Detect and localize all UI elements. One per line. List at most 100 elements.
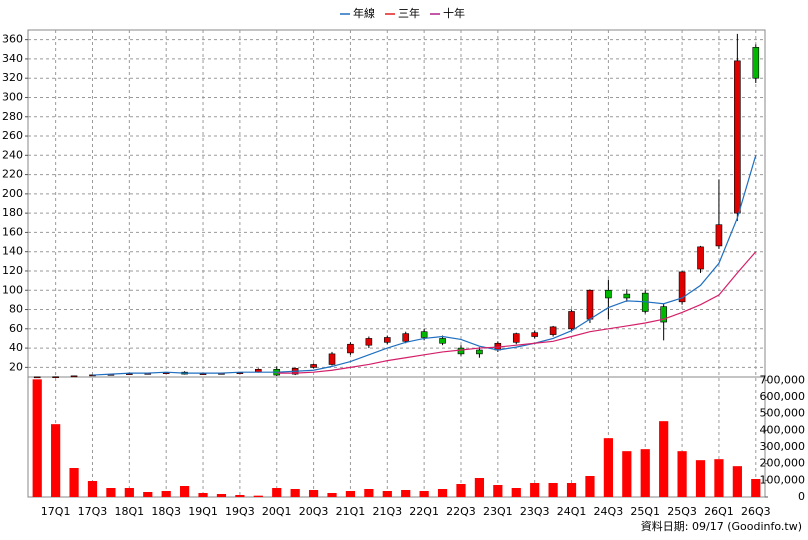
volume-bar xyxy=(677,451,687,497)
candle-body xyxy=(678,271,686,303)
y2-tick-label: 100,000 xyxy=(760,473,806,486)
volume-bar xyxy=(456,484,466,497)
volume-bar xyxy=(603,438,613,497)
volume-bar xyxy=(198,493,208,497)
volume-bar xyxy=(143,492,153,497)
x-tick-label: 21Q1 xyxy=(336,505,366,518)
volume-bar xyxy=(585,476,595,497)
candle-body xyxy=(457,347,465,355)
volume-bar xyxy=(106,488,116,497)
volume-bar xyxy=(548,483,558,497)
volume-bar xyxy=(732,466,742,497)
y-tick-label: 80 xyxy=(9,303,23,316)
candle-body xyxy=(715,224,723,247)
y-tick-label: 360 xyxy=(2,33,23,46)
x-tick-label: 24Q3 xyxy=(594,505,624,518)
x-tick-label: 19Q3 xyxy=(225,505,255,518)
candle-body xyxy=(328,353,336,365)
y-tick-label: 40 xyxy=(9,341,23,354)
volume-bar xyxy=(493,485,503,497)
price-panel xyxy=(27,29,766,378)
x-tick-label: 18Q3 xyxy=(151,505,181,518)
y-tick-label: 180 xyxy=(2,206,23,219)
y-tick-label: 280 xyxy=(2,110,23,123)
y-tick-label: 220 xyxy=(2,168,23,181)
volume-bar xyxy=(124,488,134,497)
candle-body xyxy=(70,375,78,378)
volume-bar xyxy=(345,491,356,497)
x-tick-label: 19Q1 xyxy=(188,505,218,518)
footnote: 資料日期: 09/17 (Goodinfo.tw) xyxy=(641,519,802,533)
volume-panel xyxy=(27,376,766,498)
candle-body xyxy=(420,331,428,338)
volume-bar xyxy=(69,468,79,497)
y-tick-label: 160 xyxy=(2,225,23,238)
volume-bar xyxy=(640,449,650,497)
candle-body xyxy=(586,289,594,320)
candle-body xyxy=(549,326,557,335)
legend-label: 三年 xyxy=(398,6,420,20)
x-tick-label: 23Q3 xyxy=(520,505,550,518)
candle-body xyxy=(568,311,575,330)
volume-bar xyxy=(566,483,577,497)
volume-bar xyxy=(216,494,227,497)
candle-body xyxy=(402,333,410,342)
candle-body xyxy=(439,338,446,344)
candle-body xyxy=(52,376,59,379)
candle-body xyxy=(531,332,538,337)
y-tick-label: 20 xyxy=(9,360,23,373)
x-tick-label: 17Q3 xyxy=(78,505,108,518)
x-tick-label: 26Q1 xyxy=(704,505,734,518)
volume-bar xyxy=(327,493,337,497)
volume-bar xyxy=(401,490,411,497)
candle-body xyxy=(365,338,373,346)
x-tick-label: 17Q1 xyxy=(41,505,71,518)
candle-body xyxy=(512,333,520,343)
y2-tick-label: 500,000 xyxy=(760,407,806,420)
candle-body xyxy=(310,364,317,368)
x-tick-label: 25Q1 xyxy=(630,505,660,518)
volume-bar xyxy=(51,424,61,497)
y-tick-label: 260 xyxy=(2,129,23,142)
candle-body xyxy=(347,343,354,354)
ma-line xyxy=(92,155,757,376)
x-tick-label: 20Q3 xyxy=(299,505,329,518)
candle-body xyxy=(697,246,704,270)
ma-line xyxy=(276,251,757,374)
volume-bar xyxy=(308,490,319,497)
volume-bar xyxy=(161,491,171,497)
volume-bar xyxy=(419,491,429,497)
candle-body xyxy=(623,293,631,299)
volume-bar xyxy=(511,488,521,497)
volume-bar xyxy=(751,479,761,497)
y-tick-label: 240 xyxy=(2,148,23,161)
y-tick-label: 140 xyxy=(2,245,23,258)
candle-body xyxy=(660,306,667,323)
volume-bar xyxy=(530,483,540,497)
legend-label: 十年 xyxy=(443,6,465,20)
volume-bar xyxy=(235,495,245,497)
volume-bar xyxy=(474,478,485,497)
y-tick-label: 60 xyxy=(9,322,23,335)
volume-bar xyxy=(32,379,42,497)
y2-tick-label: 400,000 xyxy=(760,423,806,436)
x-tick-label: 21Q3 xyxy=(372,505,402,518)
y-tick-label: 120 xyxy=(2,264,23,277)
volume-bar xyxy=(622,451,632,497)
x-tick-label: 23Q1 xyxy=(483,505,513,518)
volume-bar xyxy=(180,486,190,497)
candle-body xyxy=(605,289,612,299)
candle-body xyxy=(752,47,760,79)
candle-body xyxy=(383,337,391,343)
volume-bar xyxy=(382,491,392,497)
volume-bar xyxy=(659,421,669,497)
x-tick-label: 25Q3 xyxy=(667,505,697,518)
y2-tick-label: 0 xyxy=(798,490,805,503)
volume-bar xyxy=(290,489,300,497)
y-tick-label: 340 xyxy=(2,52,23,65)
x-tick-label: 18Q1 xyxy=(115,505,145,518)
candle-body xyxy=(734,60,741,214)
y-tick-label: 200 xyxy=(2,187,23,200)
